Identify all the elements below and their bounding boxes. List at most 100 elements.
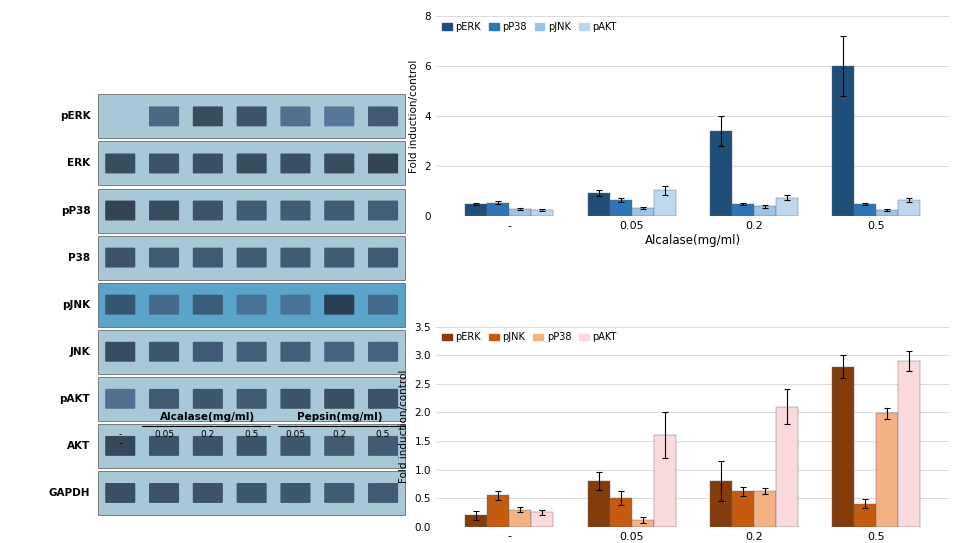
FancyBboxPatch shape — [99, 142, 405, 186]
FancyBboxPatch shape — [368, 483, 398, 503]
Legend: pERK, pJNK, pP38, pAKT: pERK, pJNK, pP38, pAKT — [438, 329, 620, 346]
Text: pAKT: pAKT — [59, 394, 90, 404]
Bar — [854, 504, 877, 527]
FancyBboxPatch shape — [324, 248, 354, 268]
FancyBboxPatch shape — [105, 248, 135, 268]
Legend: pERK, pP38, pJNK, pAKT: pERK, pP38, pJNK, pAKT — [438, 18, 620, 36]
Bar — [710, 481, 732, 527]
FancyBboxPatch shape — [149, 106, 179, 127]
Bar — [732, 491, 754, 527]
Bar — [877, 413, 898, 527]
Text: P38: P38 — [68, 252, 90, 263]
FancyBboxPatch shape — [149, 200, 179, 220]
Text: pJNK: pJNK — [62, 300, 90, 310]
Text: pERK: pERK — [59, 111, 90, 122]
FancyBboxPatch shape — [368, 295, 398, 314]
FancyBboxPatch shape — [368, 342, 398, 362]
FancyBboxPatch shape — [99, 377, 405, 421]
FancyBboxPatch shape — [193, 295, 222, 314]
FancyBboxPatch shape — [149, 295, 179, 314]
Bar — [465, 204, 487, 217]
FancyBboxPatch shape — [324, 342, 354, 362]
Bar — [531, 513, 553, 527]
Bar — [653, 435, 675, 527]
Bar — [854, 204, 877, 217]
Text: -: - — [119, 430, 122, 439]
Bar — [732, 204, 754, 217]
Bar — [487, 203, 509, 217]
Bar — [653, 190, 675, 217]
FancyBboxPatch shape — [280, 154, 311, 173]
Text: 0.5: 0.5 — [245, 430, 259, 439]
Bar — [776, 407, 798, 527]
FancyBboxPatch shape — [237, 389, 267, 409]
FancyBboxPatch shape — [193, 106, 222, 127]
Bar — [832, 367, 854, 527]
FancyBboxPatch shape — [280, 436, 311, 456]
Bar — [754, 206, 776, 217]
Bar — [531, 210, 553, 217]
FancyBboxPatch shape — [237, 200, 267, 220]
Bar — [632, 520, 653, 527]
FancyBboxPatch shape — [324, 389, 354, 409]
Bar — [776, 198, 798, 217]
Y-axis label: Fold induction/control: Fold induction/control — [409, 60, 419, 173]
Text: ERK: ERK — [67, 159, 90, 168]
Bar — [509, 509, 531, 527]
Text: -: - — [119, 438, 122, 447]
Bar — [754, 491, 776, 527]
X-axis label: Alcalase(mg/ml): Alcalase(mg/ml) — [644, 234, 740, 247]
Text: 0.2: 0.2 — [332, 430, 346, 439]
FancyBboxPatch shape — [368, 106, 398, 127]
FancyBboxPatch shape — [280, 483, 311, 503]
FancyBboxPatch shape — [105, 436, 135, 456]
Text: pP38: pP38 — [60, 206, 90, 216]
Text: GAPDH: GAPDH — [49, 488, 90, 498]
FancyBboxPatch shape — [280, 295, 311, 314]
FancyBboxPatch shape — [193, 200, 222, 220]
FancyBboxPatch shape — [280, 342, 311, 362]
FancyBboxPatch shape — [237, 342, 267, 362]
FancyBboxPatch shape — [368, 248, 398, 268]
FancyBboxPatch shape — [99, 236, 405, 280]
Bar — [632, 208, 653, 217]
FancyBboxPatch shape — [193, 342, 222, 362]
Text: 0.5: 0.5 — [376, 430, 390, 439]
FancyBboxPatch shape — [105, 342, 135, 362]
Bar — [877, 210, 898, 217]
FancyBboxPatch shape — [237, 154, 267, 173]
FancyBboxPatch shape — [324, 106, 354, 127]
Text: JNK: JNK — [70, 347, 90, 357]
FancyBboxPatch shape — [99, 330, 405, 374]
Bar — [832, 66, 854, 217]
Bar — [487, 495, 509, 527]
FancyBboxPatch shape — [237, 483, 267, 503]
FancyBboxPatch shape — [149, 436, 179, 456]
FancyBboxPatch shape — [99, 471, 405, 515]
FancyBboxPatch shape — [237, 295, 267, 314]
FancyBboxPatch shape — [193, 436, 222, 456]
FancyBboxPatch shape — [149, 389, 179, 409]
Bar — [610, 200, 632, 217]
FancyBboxPatch shape — [105, 154, 135, 173]
FancyBboxPatch shape — [324, 154, 354, 173]
Bar — [465, 515, 487, 527]
Text: 0.05: 0.05 — [154, 430, 175, 439]
FancyBboxPatch shape — [149, 342, 179, 362]
FancyBboxPatch shape — [280, 106, 311, 127]
Bar — [710, 131, 732, 217]
Text: Alcalase(mg/ml): Alcalase(mg/ml) — [160, 412, 255, 422]
FancyBboxPatch shape — [237, 248, 267, 268]
FancyBboxPatch shape — [280, 389, 311, 409]
FancyBboxPatch shape — [324, 200, 354, 220]
FancyBboxPatch shape — [105, 483, 135, 503]
FancyBboxPatch shape — [149, 248, 179, 268]
FancyBboxPatch shape — [105, 200, 135, 220]
FancyBboxPatch shape — [237, 436, 267, 456]
FancyBboxPatch shape — [368, 200, 398, 220]
FancyBboxPatch shape — [368, 389, 398, 409]
FancyBboxPatch shape — [324, 436, 354, 456]
FancyBboxPatch shape — [280, 248, 311, 268]
FancyBboxPatch shape — [149, 154, 179, 173]
FancyBboxPatch shape — [193, 154, 222, 173]
